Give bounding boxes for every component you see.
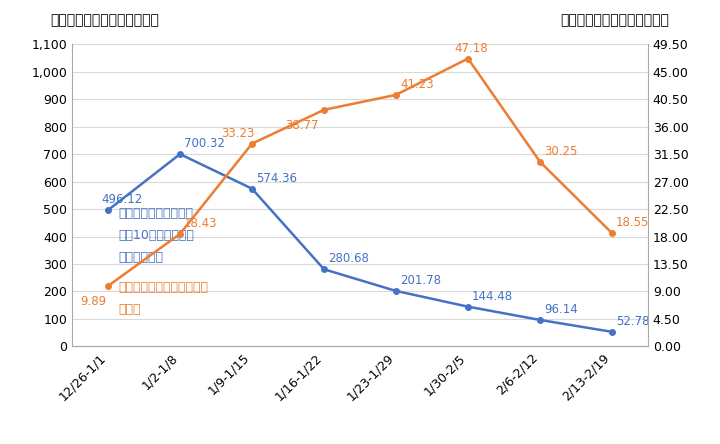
Text: 47.18: 47.18 (454, 42, 487, 55)
Text: 33.23: 33.23 (222, 127, 255, 140)
Text: インフルエンザ定点からの: インフルエンザ定点からの (119, 281, 209, 294)
Text: 18.55: 18.55 (616, 216, 649, 229)
Text: 報告数: 報告数 (119, 303, 141, 317)
Text: 280.68: 280.68 (328, 252, 369, 266)
Text: 41.23: 41.23 (400, 78, 433, 91)
Text: 144.48: 144.48 (472, 290, 513, 303)
Text: （インフルエンザの報告数）: （インフルエンザの報告数） (561, 13, 670, 28)
Text: 9.89: 9.89 (80, 295, 107, 309)
Text: 人口10万人当たりの: 人口10万人当たりの (119, 229, 194, 242)
Text: 96.14: 96.14 (544, 303, 578, 316)
Text: 18.43: 18.43 (184, 217, 217, 230)
Text: 700.32: 700.32 (184, 137, 225, 150)
Text: 新規陽性者数: 新規陽性者数 (119, 251, 164, 264)
Text: 30.25: 30.25 (544, 145, 577, 158)
Text: （新型コロナ新規陽性者数）: （新型コロナ新規陽性者数） (50, 13, 159, 28)
Text: 496.12: 496.12 (101, 193, 143, 206)
Text: 38.77: 38.77 (285, 119, 319, 132)
Text: 574.36: 574.36 (256, 172, 297, 185)
Text: 新型コロナウイルスの: 新型コロナウイルスの (119, 207, 194, 220)
Text: 201.78: 201.78 (400, 274, 441, 287)
Text: 52.78: 52.78 (616, 315, 649, 328)
